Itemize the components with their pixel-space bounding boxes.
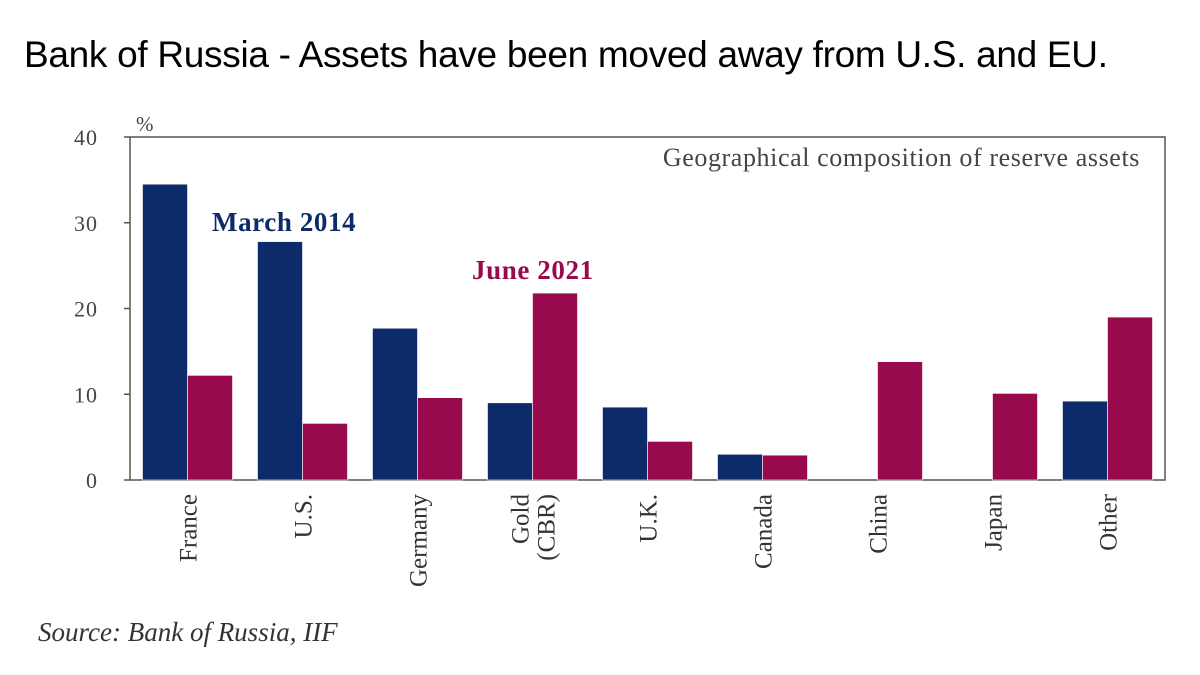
page-title: Bank of Russia - Assets have been moved … xyxy=(24,34,1108,75)
source-note: Source: Bank of Russia, IIF xyxy=(38,617,338,647)
bar-march-2014 xyxy=(257,241,303,481)
bar-june-2021 xyxy=(1107,316,1153,481)
y-axis-label: % xyxy=(136,112,154,136)
x-tick-label: Canada xyxy=(751,494,778,569)
y-tick-label: 40 xyxy=(74,125,98,150)
bar-june-2021 xyxy=(532,292,578,481)
bar-june-2021 xyxy=(762,454,808,481)
y-tick-label: 30 xyxy=(74,211,98,236)
legend-label-june-2021: June 2021 xyxy=(472,255,594,285)
chart-title: Geographical composition of reserve asse… xyxy=(663,143,1140,172)
x-tick-label: U.K. xyxy=(636,494,663,543)
x-tick-label: France xyxy=(176,494,203,562)
y-tick-label: 0 xyxy=(86,468,98,493)
bar-march-2014 xyxy=(717,453,763,481)
x-tick-label: Japan xyxy=(981,494,1008,551)
bar-june-2021 xyxy=(647,441,693,481)
x-tick-label: Germany xyxy=(406,494,433,588)
bar-june-2021 xyxy=(877,361,923,481)
x-tick-label: U.S. xyxy=(291,494,318,538)
bar-march-2014 xyxy=(602,406,648,481)
bar-june-2021 xyxy=(187,375,233,481)
y-tick-label: 10 xyxy=(74,382,98,407)
bar-march-2014 xyxy=(1062,400,1108,481)
legend-label-march-2014: March 2014 xyxy=(212,207,356,237)
x-tick-label: China xyxy=(866,494,893,554)
y-tick-label: 20 xyxy=(74,297,98,322)
bar-june-2021 xyxy=(992,393,1038,481)
bar-march-2014 xyxy=(487,402,533,481)
x-tick-label: Gold xyxy=(508,494,535,545)
bar-june-2021 xyxy=(302,423,348,481)
x-tick-label: Other xyxy=(1096,493,1123,551)
bar-june-2021 xyxy=(417,397,463,481)
bar-march-2014 xyxy=(372,327,418,481)
bar-march-2014 xyxy=(142,183,188,481)
x-tick-label: (CBR) xyxy=(534,494,561,561)
